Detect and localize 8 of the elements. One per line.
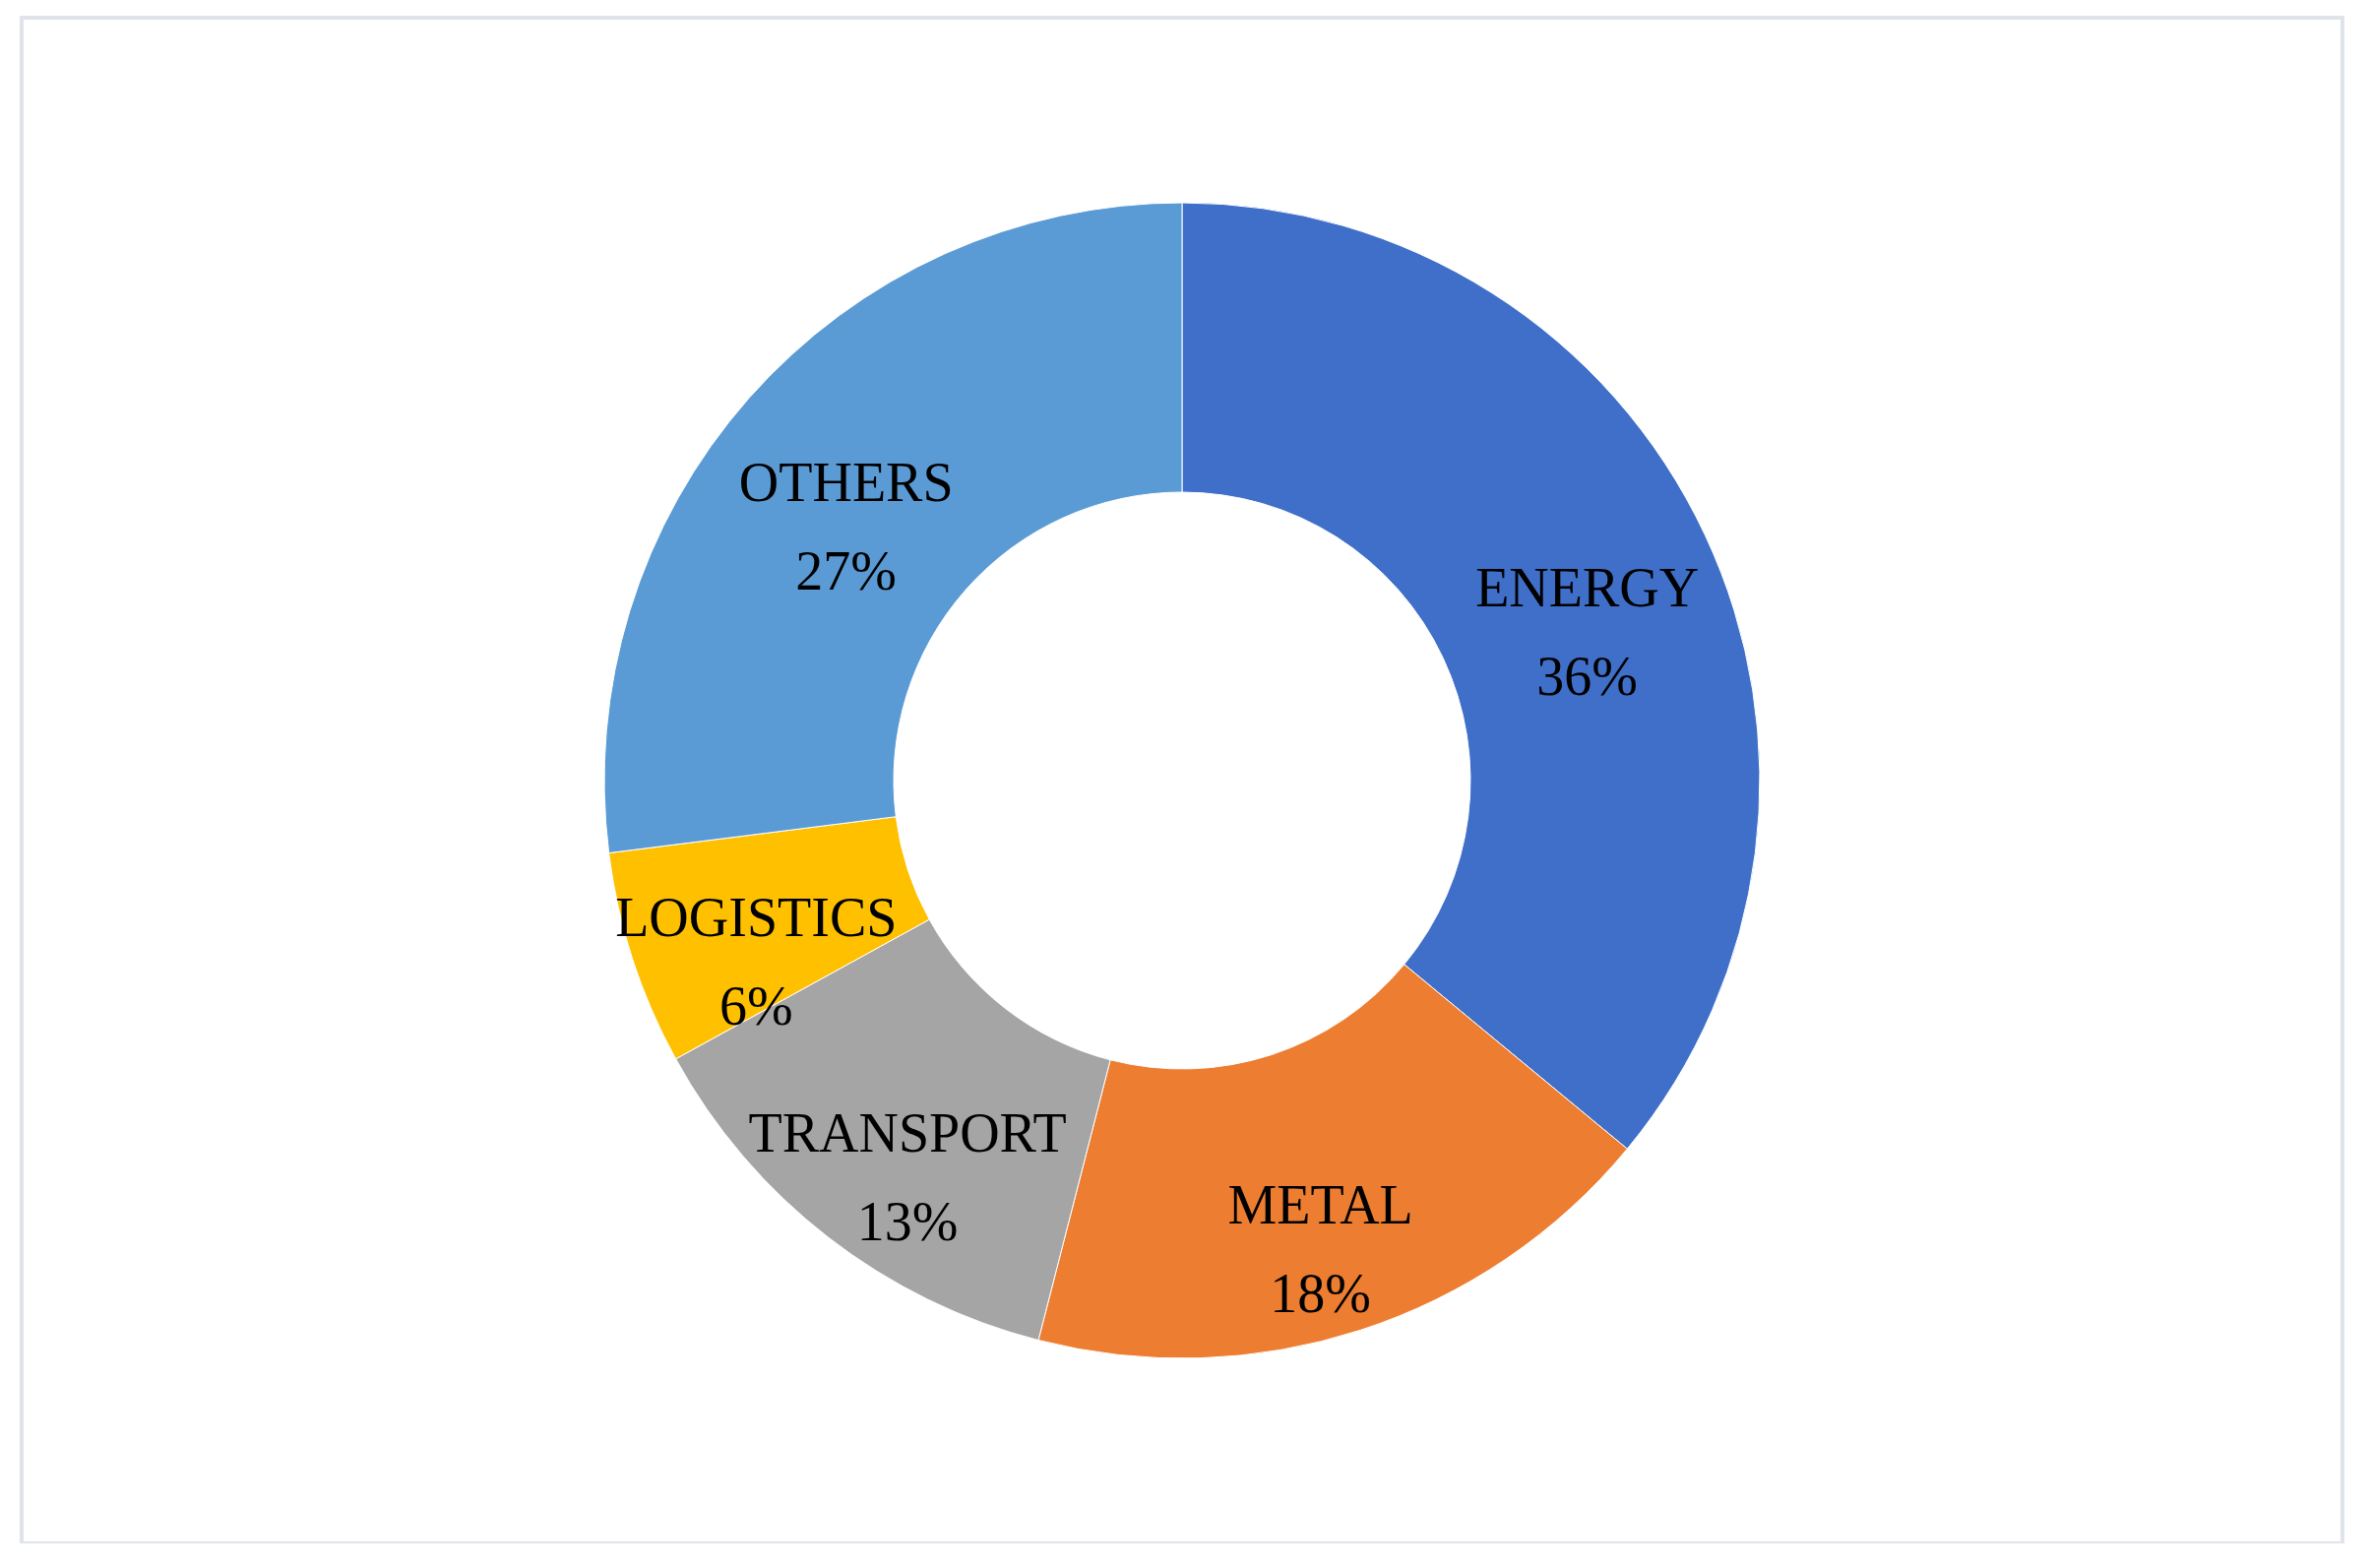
slice-label: ENERGY [1475,557,1700,619]
slice-label: OTHERS [738,452,954,514]
data-label: 18% [1270,1262,1371,1324]
data-label: 27% [795,540,898,602]
data-label: 13% [856,1190,959,1252]
data-label: 36% [1536,646,1639,708]
slice-label: TRANSPORT [748,1101,1067,1163]
slice-label: METAL [1227,1173,1413,1235]
